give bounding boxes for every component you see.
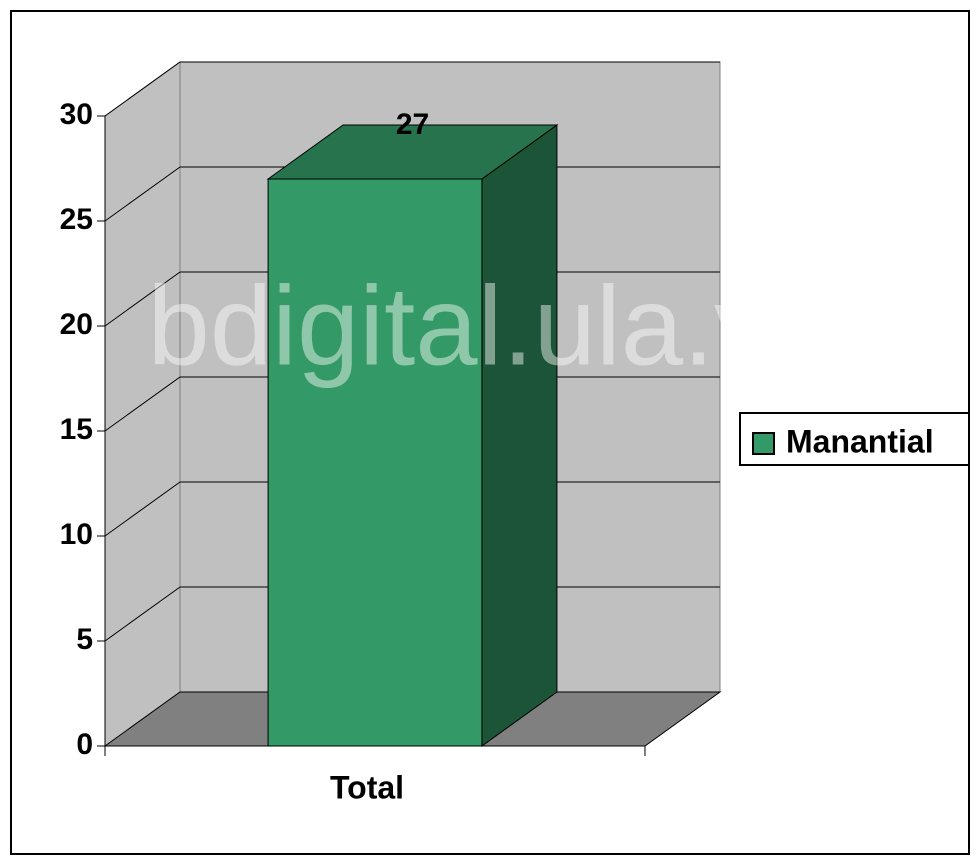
y-tick-label: 10 [60,518,93,551]
grid-line [104,586,181,642]
legend: Manantial [739,412,970,466]
bar [266,124,559,747]
grid-line [104,481,181,537]
y-tick-label: 5 [76,623,93,656]
y-tick-label: 15 [60,413,93,446]
y-tick-label: 30 [60,98,93,131]
x-tick-label: Total [330,769,404,805]
y-tick-label: 20 [60,308,93,341]
legend-label: Manantial [786,423,934,459]
legend-swatch [752,432,775,455]
y-tick-label: 0 [76,728,93,761]
bar-front [267,178,483,747]
legend-box [739,412,970,466]
y-tick-label: 25 [60,203,93,236]
grid-line [104,376,181,432]
plot-area: 0 5 10 15 20 25 30 Total 27 [60,61,722,805]
grid-line [104,271,181,327]
watermark: bdigital.ula.ve [148,264,833,389]
data-label: 27 [396,108,429,141]
bar-side [481,124,558,747]
grid-line [104,166,181,222]
grid-line [104,61,181,117]
